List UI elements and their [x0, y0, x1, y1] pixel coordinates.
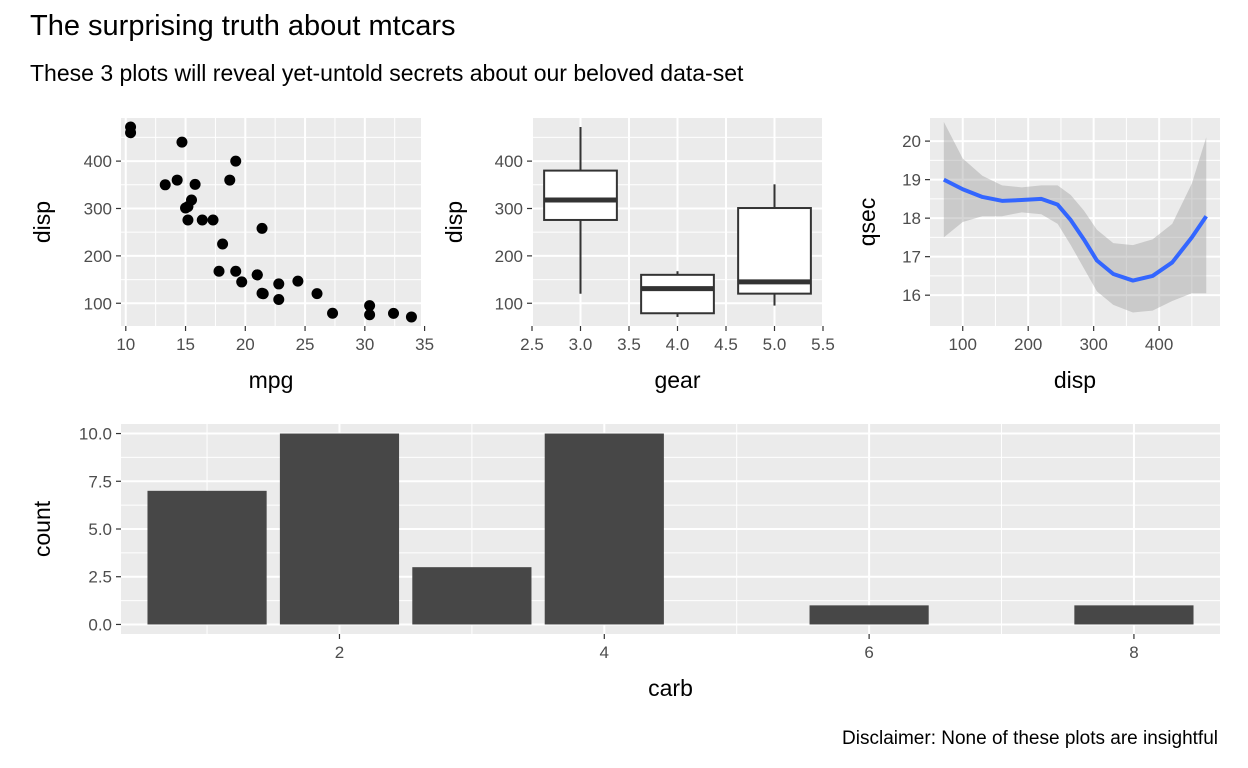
y-tick-label: 20: [902, 132, 921, 151]
scatter-point: [311, 288, 323, 300]
scatter-point: [405, 311, 417, 323]
bar-carb-4: [544, 433, 664, 625]
bar-carb-6: [809, 605, 929, 625]
smooth-line: [942, 177, 1208, 283]
chart-subtitle: These 3 plots will reveal yet-untold sec…: [30, 60, 744, 86]
y-tick-label: 10.0: [79, 425, 112, 444]
bar-carb-3: [412, 567, 532, 625]
x-tick-label: 10: [116, 335, 135, 354]
x-tick-label: 25: [296, 335, 315, 354]
x-tick-label: 2: [335, 643, 344, 662]
y-tick-label: 300: [495, 199, 523, 218]
y-tick-label: 18: [902, 209, 921, 228]
panel-background-1: [121, 118, 421, 326]
scatter-point: [189, 178, 201, 190]
y-axis-title: qsec: [854, 198, 880, 247]
x-tick-label: 6: [864, 643, 873, 662]
y-tick-label: 400: [495, 152, 523, 171]
scatter-point: [273, 278, 285, 290]
y-axis-title: disp: [29, 201, 55, 243]
chart-title: The surprising truth about mtcars: [30, 10, 456, 42]
scatter-point: [230, 155, 242, 167]
y-tick-label: 200: [84, 247, 112, 266]
scatter-point: [256, 222, 268, 234]
x-axis-title: carb: [648, 675, 693, 701]
y-tick-label: 400: [84, 152, 112, 171]
x-tick-label: 5.5: [811, 335, 835, 354]
x-tick-label: 3.5: [617, 335, 641, 354]
x-tick-label: 4.5: [714, 335, 738, 354]
bar-carb-8: [1074, 605, 1194, 625]
x-tick-label: 4: [600, 643, 609, 662]
scatter-point: [251, 269, 263, 281]
scatter-point: [207, 214, 219, 226]
y-tick-label: 0.0: [88, 615, 112, 634]
x-tick-label: 20: [236, 335, 255, 354]
scatter-point: [236, 276, 248, 288]
x-tick-label: 4.0: [666, 335, 690, 354]
bar-carb-2: [279, 433, 400, 625]
x-tick-label: 30: [355, 335, 374, 354]
scatter-point: [364, 309, 376, 321]
box-body: [543, 169, 618, 221]
box-body: [737, 207, 812, 295]
x-tick-label: 35: [415, 335, 434, 354]
scatter-point: [256, 287, 268, 299]
y-axis-title: count: [29, 500, 55, 557]
scatter-point: [171, 174, 183, 186]
y-tick-label: 200: [495, 247, 523, 266]
y-tick-label: 7.5: [88, 472, 112, 491]
y-tick-label: 100: [84, 294, 112, 313]
scatter-point: [327, 307, 339, 319]
scatter-point: [213, 265, 225, 277]
scatter-point: [180, 202, 192, 214]
scatter-point: [273, 293, 285, 305]
scatter-point: [182, 214, 194, 226]
y-tick-label: 17: [902, 248, 921, 267]
scatter-point: [217, 238, 229, 250]
x-axis-title: mpg: [249, 367, 294, 393]
y-tick-label: 5.0: [88, 520, 112, 539]
y-axis-title: disp: [441, 201, 467, 243]
x-tick-label: 8: [1129, 643, 1138, 662]
x-tick-label: 2.5: [520, 335, 544, 354]
scatter-point: [224, 174, 236, 186]
y-tick-label: 100: [495, 294, 523, 313]
y-tick-label: 300: [84, 199, 112, 218]
x-tick-label: 100: [949, 335, 977, 354]
box-body: [640, 273, 715, 315]
x-axis-title: gear: [654, 367, 700, 393]
scatter-point: [196, 214, 208, 226]
x-tick-label: 300: [1079, 335, 1107, 354]
scatter-point: [230, 265, 242, 277]
scatter-point: [125, 127, 137, 139]
scatter-point: [176, 136, 188, 148]
scatter-point: [159, 179, 171, 191]
panel-background-3: [930, 118, 1220, 326]
x-tick-label: 200: [1014, 335, 1042, 354]
x-tick-label: 400: [1145, 335, 1173, 354]
chart-caption: Disclaimer: None of these plots are insi…: [842, 728, 1218, 749]
bar-carb-1: [147, 490, 267, 625]
scatter-point: [388, 307, 400, 319]
x-axis-title: disp: [1054, 367, 1096, 393]
x-tick-label: 5.0: [763, 335, 787, 354]
scatter-point: [292, 275, 304, 287]
confidence-band: [943, 121, 1207, 313]
y-tick-label: 16: [902, 286, 921, 305]
y-tick-label: 19: [902, 171, 921, 190]
y-tick-label: 2.5: [88, 568, 112, 587]
x-tick-label: 3.0: [569, 335, 593, 354]
x-tick-label: 15: [176, 335, 195, 354]
scatter-point: [364, 300, 376, 312]
